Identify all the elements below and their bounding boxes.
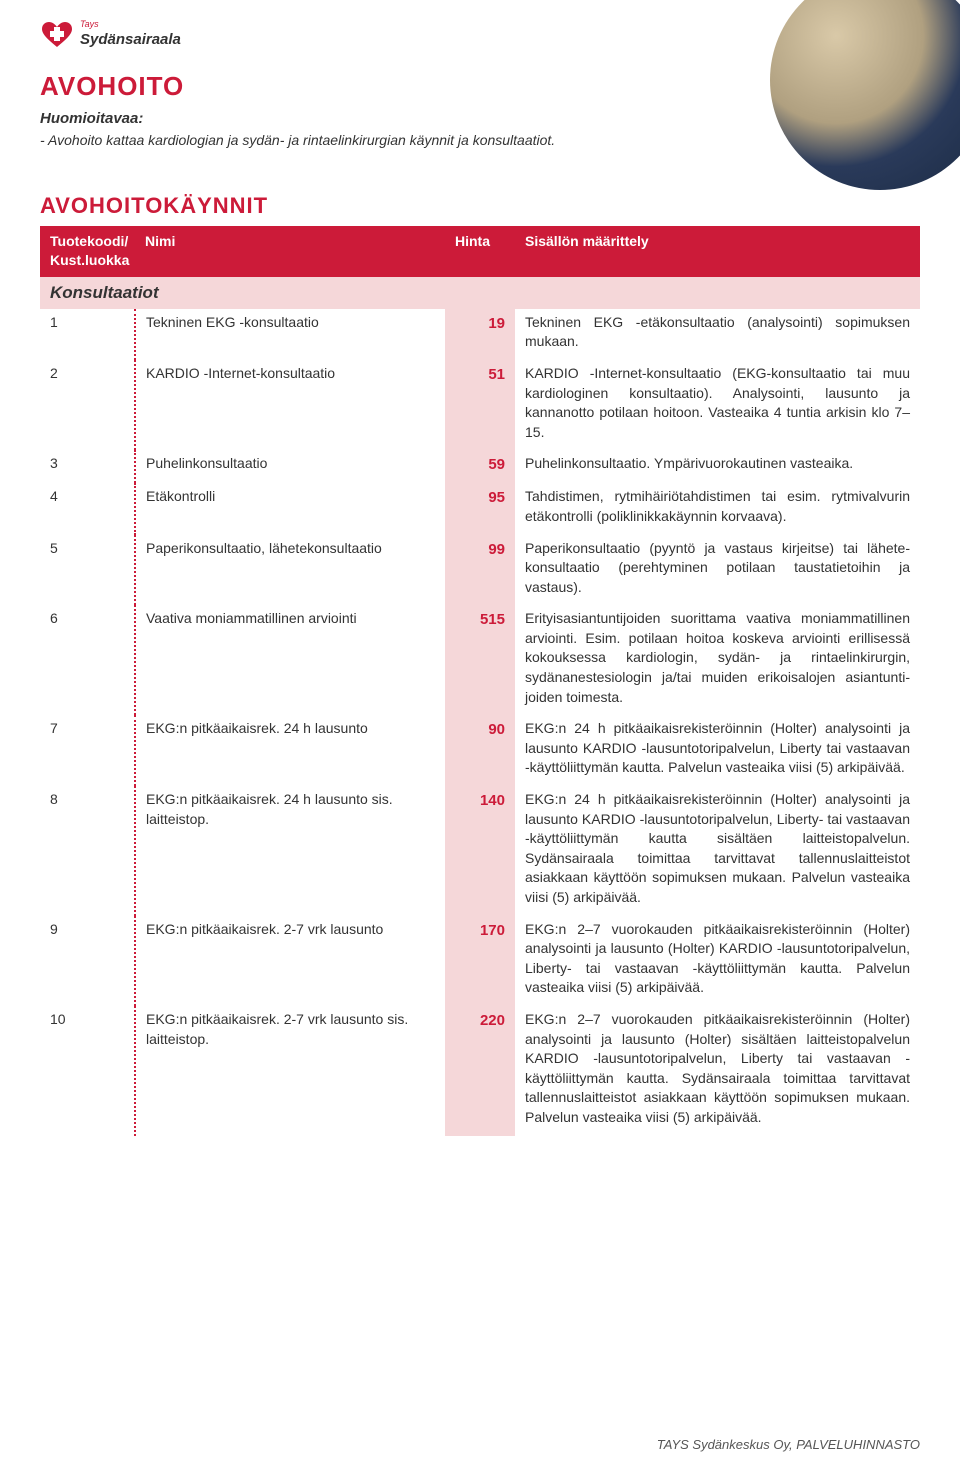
cell-desc: EKG:n 2–7 vuorokauden pitkäaikaisrekiste… (515, 916, 920, 1006)
col-desc: Sisällön määrittely (515, 226, 920, 277)
cell-desc: Paperikonsultaatio (pyyntö ja vastaus ki… (515, 535, 920, 606)
cell-code: 3 (40, 450, 135, 483)
cell-code: 6 (40, 605, 135, 715)
cell-code: 5 (40, 535, 135, 606)
col-name: Nimi (135, 226, 445, 277)
cell-desc: Puhelinkonsultaatio. Ympärivuorokautinen… (515, 450, 920, 483)
cell-code: 7 (40, 715, 135, 786)
cell-name: Puhelinkonsultaatio (135, 450, 445, 483)
cell-desc: EKG:n 24 h pitkäaikaisrekisteröinnin (Ho… (515, 715, 920, 786)
cell-price: 515 (445, 605, 515, 715)
table-row: 7EKG:n pitkäaikaisrek. 24 h lausunto90EK… (40, 715, 920, 786)
col-code-line1: Tuotekoodi/ (50, 233, 128, 249)
section-title: AVOHOITOKÄYNNIT (40, 191, 920, 222)
table-row: 2KARDIO -Internet-konsultaatio51KARDIO -… (40, 360, 920, 450)
cell-desc: KARDIO -Internet-konsultaatio (EKG-konsu… (515, 360, 920, 450)
cell-desc: Tahdistimen, rytmihäiriötahdistimen tai … (515, 483, 920, 534)
cell-code: 9 (40, 916, 135, 1006)
cell-desc: EKG:n 2–7 vuorokauden pitkäaikaisrekiste… (515, 1006, 920, 1136)
cell-desc: Tekninen EKG -etäkonsultaatio (analysoin… (515, 309, 920, 360)
col-code: Tuotekoodi/ Kust.luokka (40, 226, 135, 277)
logo-brand: Sydänsairaala (80, 31, 181, 48)
cell-price: 99 (445, 535, 515, 606)
table-row: 6Vaativa moniammatillinen arviointi515Er… (40, 605, 920, 715)
group-row: Konsultaatiot (40, 277, 920, 309)
cell-name: Vaativa moniammatillinen arviointi (135, 605, 445, 715)
cell-name: KARDIO -Internet-konsultaatio (135, 360, 445, 450)
cell-name: EKG:n pitkäaikaisrek. 2-7 vrk lausunto s… (135, 1006, 445, 1136)
cell-code: 8 (40, 786, 135, 916)
cell-code: 2 (40, 360, 135, 450)
cell-name: EKG:n pitkäaikaisrek. 24 h lausunto sis.… (135, 786, 445, 916)
table-header-row: Tuotekoodi/ Kust.luokka Nimi Hinta Sisäl… (40, 226, 920, 277)
cell-desc: Erityisasiantuntijoiden suorittama vaati… (515, 605, 920, 715)
table-row: 5Paperikonsultaatio, lähetekonsultaatio9… (40, 535, 920, 606)
cell-name: EKG:n pitkäaikaisrek. 2-7 vrk lausunto (135, 916, 445, 1006)
cell-desc: EKG:n 24 h pitkäaikaisrekisteröinnin (Ho… (515, 786, 920, 916)
table-row: 3Puhelinkonsultaatio59Puhelinkonsultaati… (40, 450, 920, 483)
table-row: 8EKG:n pitkäaikaisrek. 24 h lausunto sis… (40, 786, 920, 916)
cell-code: 4 (40, 483, 135, 534)
cell-price: 220 (445, 1006, 515, 1136)
col-price: Hinta (445, 226, 515, 277)
col-code-line2: Kust.luokka (50, 252, 129, 268)
table-row: 4Etäkontrolli95Tahdistimen, rytmihäiriöt… (40, 483, 920, 534)
price-table: Tuotekoodi/ Kust.luokka Nimi Hinta Sisäl… (40, 226, 920, 1136)
group-label: Konsultaatiot (40, 277, 920, 309)
cell-name: EKG:n pitkäaikaisrek. 24 h lausunto (135, 715, 445, 786)
cell-price: 59 (445, 450, 515, 483)
cell-price: 19 (445, 309, 515, 360)
cell-price: 90 (445, 715, 515, 786)
hero-photo (770, 0, 960, 190)
cell-name: Etäkontrolli (135, 483, 445, 534)
cell-price: 140 (445, 786, 515, 916)
table-row: 10EKG:n pitkäaikaisrek. 2-7 vrk lausunto… (40, 1006, 920, 1136)
cell-price: 51 (445, 360, 515, 450)
logo-tagline: Tays (80, 20, 181, 29)
cell-price: 95 (445, 483, 515, 534)
cell-code: 10 (40, 1006, 135, 1136)
cell-name: Paperikonsultaatio, lähetekonsultaatio (135, 535, 445, 606)
cell-name: Tekninen EKG -konsultaatio (135, 309, 445, 360)
page-footer: TAYS Sydänkeskus Oy, PALVELUHINNASTO (657, 1436, 920, 1454)
table-row: 9EKG:n pitkäaikaisrek. 2-7 vrk lausunto1… (40, 916, 920, 1006)
cell-code: 1 (40, 309, 135, 360)
table-row: 1Tekninen EKG -konsultaatio19Tekninen EK… (40, 309, 920, 360)
cell-price: 170 (445, 916, 515, 1006)
heart-cross-icon (40, 21, 74, 49)
